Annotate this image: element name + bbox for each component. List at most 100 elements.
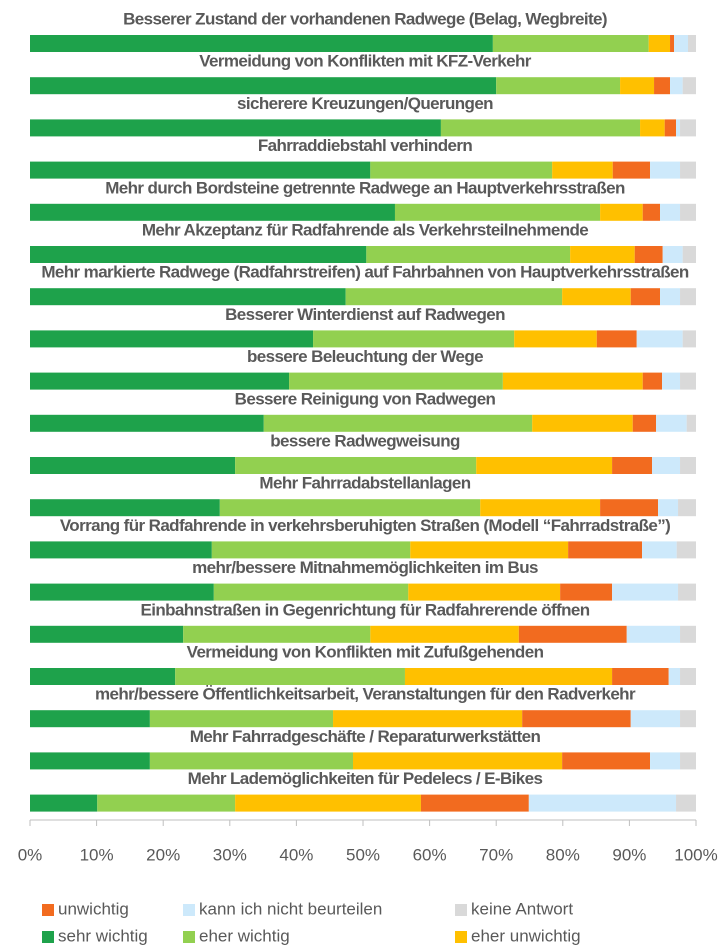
bar-segment — [612, 583, 679, 601]
category-label: mehr/bessere Mitnahmemöglichkeiten im Bu… — [192, 558, 538, 577]
legend-label: sehr wichtig — [58, 926, 148, 945]
bar-segment — [219, 499, 481, 517]
bar-segment — [211, 541, 411, 559]
bar-segment — [394, 203, 601, 221]
bar-segment — [632, 414, 657, 432]
bar-segment — [680, 203, 696, 221]
bar-segment — [678, 499, 696, 517]
x-tick-label: 90% — [612, 845, 646, 864]
bar-segment — [612, 457, 653, 474]
bar-segment — [658, 499, 679, 517]
bar-segment — [30, 246, 367, 263]
bar-segment — [30, 499, 220, 517]
category-label: Besserer Zustand der vorhandenen Radwege… — [123, 9, 607, 28]
bar-segment — [149, 710, 334, 728]
bar-segment — [30, 35, 493, 52]
bar-segment — [662, 372, 681, 390]
category-label: bessere Beleuchtung der Wege — [247, 347, 483, 366]
bar-segment — [408, 583, 561, 601]
bar-segment — [175, 668, 405, 685]
category-label: Vermeidung von Konflikten mit KFZ-Verkeh… — [199, 52, 531, 71]
bar-segment — [370, 625, 519, 643]
legend-swatch — [455, 931, 467, 943]
category-label: Mehr Lademöglichkeiten für Pedelecs / E-… — [188, 769, 543, 788]
bar-segment — [518, 625, 627, 643]
bar-segment — [640, 119, 665, 137]
bar-segment — [674, 35, 689, 52]
bar-segment — [686, 414, 696, 432]
bar-segment — [522, 710, 631, 728]
bar-segment — [345, 288, 563, 306]
bar-segment — [680, 710, 696, 728]
bar-segment — [30, 330, 314, 348]
legend-swatch — [42, 931, 54, 943]
bar-segment — [648, 35, 671, 52]
x-tick-label: 50% — [346, 845, 380, 864]
bar-segment — [680, 161, 696, 179]
bar-segment — [30, 457, 236, 474]
bar-segment — [642, 372, 663, 390]
bar-segment — [662, 246, 683, 263]
bar-segment — [313, 330, 515, 348]
bar-segment — [642, 203, 661, 221]
category-label: Vermeidung von Konflikten mit Zufußgehen… — [187, 642, 544, 661]
bar-segment — [562, 752, 651, 770]
bar-segment — [476, 457, 613, 474]
bar-segment — [30, 583, 214, 601]
x-tick-label: 20% — [146, 845, 180, 864]
bar-segment — [30, 710, 150, 728]
bar-segment — [660, 203, 681, 221]
bar-segment — [668, 668, 681, 685]
legend-label: unwichtig — [58, 899, 129, 918]
bar-segment — [502, 372, 643, 390]
bar-segment — [213, 583, 409, 601]
bar-segment — [670, 77, 683, 95]
bar-segment — [30, 668, 176, 685]
bar-segment — [660, 288, 681, 306]
legend-label: eher wichtig — [199, 926, 290, 945]
bar-segment — [235, 794, 421, 812]
bar-segment — [410, 541, 569, 559]
bar-segment — [420, 794, 529, 812]
bar-segment — [30, 372, 290, 390]
bar-segment — [680, 288, 696, 306]
bar-segment — [353, 752, 563, 770]
bar-segment — [630, 710, 681, 728]
bar-segment — [235, 457, 477, 474]
bar-segment — [620, 77, 655, 95]
bar-segment — [30, 541, 212, 559]
category-label: Besserer Winterdienst auf Radwegen — [225, 305, 505, 324]
bar-segment — [670, 35, 675, 52]
bar-segment — [562, 288, 631, 306]
category-label: sicherere Kreuzungen/Querungen — [237, 94, 493, 113]
bar-segment — [676, 541, 696, 559]
bar-segment — [97, 794, 236, 812]
bar-segment — [680, 119, 696, 137]
legend-swatch — [455, 904, 467, 916]
category-label: bessere Radwegweisung — [270, 431, 460, 450]
bar-segment — [676, 119, 681, 137]
bar-segment — [680, 372, 696, 390]
bar-segment — [30, 288, 346, 306]
bar-segment — [664, 119, 677, 137]
legend-swatch — [183, 904, 195, 916]
category-label: Bessere Reinigung von Radwegen — [235, 389, 496, 408]
bar-segment — [650, 752, 681, 770]
legend-swatch — [183, 931, 195, 943]
bar-segment — [496, 77, 621, 95]
bar-segment — [654, 77, 671, 95]
bar-segment — [682, 330, 696, 348]
bar-segment — [30, 794, 98, 812]
bar-segment — [289, 372, 503, 390]
legend-label: kann ich nicht beurteilen — [199, 899, 382, 918]
bar-segment — [636, 330, 683, 348]
bar-segment — [492, 35, 649, 52]
bar-segment — [680, 457, 696, 474]
bar-segment — [404, 668, 613, 685]
bar-segment — [570, 246, 635, 263]
bar-segment — [652, 457, 681, 474]
bar-segment — [612, 668, 669, 685]
x-tick-label: 0% — [18, 845, 43, 864]
category-label: Mehr durch Bordsteine getrennte Radwege … — [105, 178, 625, 197]
bar-segment — [514, 330, 597, 348]
